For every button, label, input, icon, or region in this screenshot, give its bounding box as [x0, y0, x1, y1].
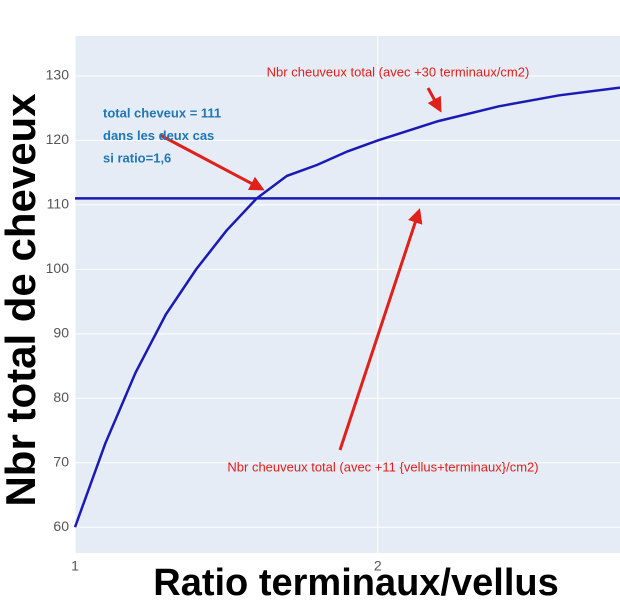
plot-area — [75, 36, 620, 553]
y-tick-label: 90 — [53, 325, 69, 341]
x-axis-title: Ratio terminaux/vellus — [153, 562, 558, 604]
arrow — [426, 87, 442, 113]
x-tick-label: 2 — [374, 558, 382, 574]
y-tick-label: 120 — [46, 131, 70, 147]
y-axis-title: Nbr total de cheveux — [0, 93, 44, 507]
y-tick-label: 80 — [53, 389, 69, 405]
annotation: total cheveux = 111 — [103, 105, 221, 120]
arrows — [159, 87, 442, 451]
annotation: Nbr cheuveux total (avec +30 terminaux/c… — [267, 64, 530, 79]
y-tick-label: 60 — [53, 518, 69, 534]
annotation: Nbr cheuveux total (avec +11 {vellus+ter… — [227, 459, 538, 474]
arrow — [338, 208, 423, 451]
y-tick-label: 70 — [53, 453, 69, 469]
x-tick-label: 1 — [71, 558, 79, 574]
y-tick-label: 130 — [46, 67, 70, 83]
annotation: si ratio=1,6 — [103, 150, 171, 165]
annotation: dans les deux cas — [103, 128, 214, 143]
y-tick-label: 100 — [46, 260, 70, 276]
y-tick-label: 110 — [47, 196, 70, 212]
arrow — [159, 133, 265, 191]
line — [73, 86, 620, 528]
